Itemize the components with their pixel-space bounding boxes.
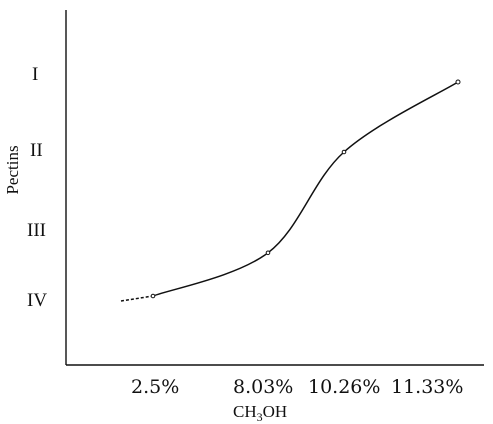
x-axis-label-part-ch: CH (233, 402, 257, 421)
curve-layer (120, 79, 461, 302)
y-tick-label-IV: IV (27, 290, 47, 311)
y-tick-label-I: I (32, 64, 38, 85)
x-tick-label-8-03: 8.03% (233, 376, 293, 398)
y-tick-label-III: III (27, 220, 46, 241)
x-axis-label-subscript: 3 (257, 410, 263, 424)
data-point (341, 149, 347, 155)
x-tick-label-11-33: 11.33% (391, 376, 463, 398)
data-point (455, 79, 461, 85)
x-tick-label-10-26: 10.26% (308, 376, 380, 398)
x-axis-label-part-oh: OH (263, 402, 288, 421)
x-axis-label: CH3OH (233, 402, 287, 424)
data-point (265, 250, 271, 256)
x-tick-label-2-5: 2.5% (131, 376, 179, 398)
curve-dashed-extension (120, 295, 154, 302)
y-tick-label-II: II (30, 140, 43, 161)
series-line (152, 81, 459, 297)
data-point (150, 293, 156, 299)
y-axis-label: Pectins (3, 145, 22, 194)
